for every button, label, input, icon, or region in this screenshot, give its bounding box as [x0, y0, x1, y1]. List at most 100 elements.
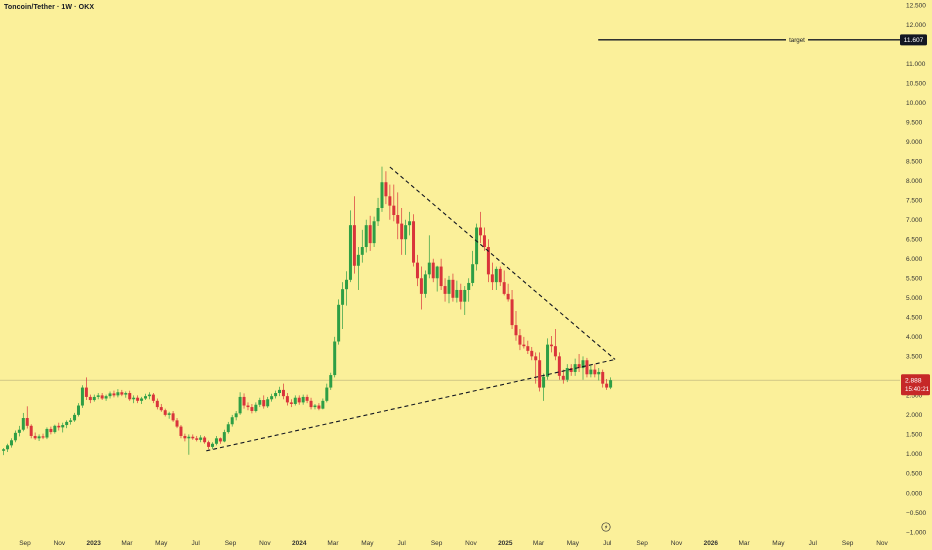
- x-tick-label: Nov: [465, 540, 477, 547]
- time-axis[interactable]: Sep Nov 2023 Mar May Jul Sep Nov 2024 Mar May Jul Se…: [19, 540, 888, 547]
- candle: [41, 433, 45, 440]
- candle-body: [546, 344, 550, 377]
- candle: [6, 443, 10, 452]
- candle: [218, 437, 222, 444]
- candle: [13, 430, 17, 443]
- candle-body: [250, 407, 254, 411]
- y-tick-label: 4.500: [906, 315, 923, 322]
- candle-body: [37, 436, 41, 439]
- candle: [494, 266, 498, 290]
- y-tick-label: 0.500: [906, 471, 923, 478]
- lightning-icon[interactable]: [601, 522, 611, 532]
- candle-body: [151, 394, 155, 401]
- candle: [352, 196, 356, 274]
- candle: [329, 372, 333, 390]
- candle-body: [301, 396, 305, 403]
- candle-body: [384, 182, 388, 197]
- candle-body: [6, 445, 10, 450]
- candle: [518, 329, 522, 351]
- y-tick-label: 5.500: [906, 276, 923, 283]
- candle-body: [191, 436, 195, 439]
- target-badge-bg: [900, 34, 927, 46]
- candle: [455, 280, 459, 303]
- x-tick-label: Nov: [671, 540, 683, 547]
- candle-body: [242, 396, 246, 406]
- candle: [199, 435, 203, 443]
- x-tick-label: Jul: [398, 540, 407, 547]
- candle-body: [530, 350, 534, 357]
- candle-body: [124, 393, 128, 395]
- candle: [140, 396, 144, 404]
- candle-body: [88, 396, 92, 401]
- candle: [542, 373, 546, 401]
- target-line-group[interactable]: target: [598, 35, 900, 44]
- candle-body: [490, 274, 494, 283]
- candle: [2, 448, 6, 456]
- x-tick-label: May: [361, 540, 374, 547]
- candle: [266, 396, 270, 408]
- candle: [69, 418, 73, 425]
- trendlines-group[interactable]: [206, 166, 616, 452]
- candle: [187, 434, 191, 455]
- candle: [45, 427, 49, 440]
- candle: [238, 392, 242, 415]
- candle-body: [285, 396, 289, 403]
- candle-body: [561, 375, 565, 380]
- candle-body: [396, 215, 400, 224]
- trendline-upper[interactable]: [389, 166, 616, 360]
- candle: [467, 278, 471, 302]
- candle: [278, 386, 282, 397]
- y-tick-label: 8.500: [906, 158, 923, 165]
- candle: [163, 408, 167, 417]
- candle: [281, 383, 285, 400]
- candle: [435, 265, 439, 292]
- candle-body: [163, 410, 167, 415]
- y-tick-label: 7.000: [906, 217, 923, 224]
- candle-body: [419, 278, 423, 294]
- candle-body: [518, 335, 522, 345]
- candle-body: [207, 442, 211, 447]
- x-tick-label: Nov: [259, 540, 271, 547]
- candle: [337, 299, 341, 345]
- y-tick-label: 12.000: [906, 22, 926, 29]
- candle-body: [57, 425, 61, 428]
- price-axis[interactable]: 12.500 12.000 11.000 10.500 10.000 9.500 9.000…: [906, 2, 926, 536]
- candle-body: [76, 405, 80, 415]
- symbol-title[interactable]: Toncoin/Tether · 1W · OKX: [4, 4, 95, 11]
- y-tick-label: 8.000: [906, 178, 923, 185]
- candle-body: [506, 293, 510, 300]
- current-price-badge: 2.888 15:40:21: [901, 374, 930, 396]
- candle-body: [313, 405, 317, 408]
- candle: [526, 340, 530, 354]
- candle: [479, 211, 483, 244]
- candle-body: [459, 289, 463, 302]
- candle-body: [175, 420, 179, 427]
- x-tick-label: Nov: [54, 540, 66, 547]
- candle-body: [482, 235, 486, 248]
- candle-body: [246, 405, 250, 408]
- candle: [80, 385, 84, 408]
- candle-body: [183, 435, 187, 439]
- candle: [490, 262, 494, 290]
- candle-body: [404, 225, 408, 240]
- candle: [147, 392, 151, 400]
- candle: [447, 275, 451, 304]
- candle-body: [585, 360, 589, 375]
- candle-body: [9, 440, 13, 446]
- candle-body: [108, 393, 112, 397]
- candle-body: [589, 369, 593, 375]
- candle-body: [120, 392, 124, 395]
- candle-body: [368, 225, 372, 244]
- candle-body: [502, 282, 506, 294]
- candle-body: [439, 266, 443, 287]
- candle: [289, 399, 293, 408]
- candle: [427, 235, 431, 279]
- candle-body: [400, 223, 404, 240]
- candle: [506, 283, 510, 302]
- target-badge-value: 11.607: [904, 37, 924, 44]
- candle: [557, 352, 561, 380]
- y-tick-label: 9.500: [906, 119, 923, 126]
- candle-body: [211, 443, 215, 447]
